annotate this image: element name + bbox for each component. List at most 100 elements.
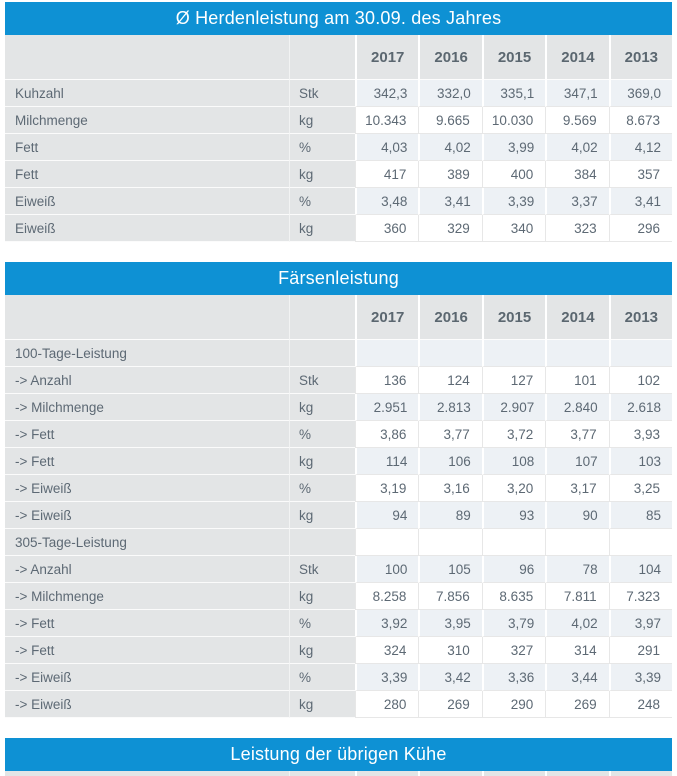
cell-value: 104 [608,556,673,583]
year-column-header: 2013 [608,771,673,776]
row-label: -> Eiweiß [5,691,289,718]
cell-value: 7.323 [608,583,673,610]
cell-value: 389 [418,161,482,188]
cell-value: 4,12 [608,134,673,161]
row-label: -> Fett [5,421,289,448]
cell-value: 3,39 [608,664,673,691]
row-label: 305-Tage-Leistung [5,529,289,556]
cell-value: 332,0 [418,80,482,107]
cell-value: 8.258 [355,583,419,610]
cell-value: 102 [608,367,673,394]
cell-value: 324 [355,637,419,664]
cell-value: 100 [355,556,419,583]
year-column-header: 2013 [608,295,673,340]
cell-value [481,529,546,556]
cell-value: 3,17 [545,475,609,502]
row-label: Kuhzahl [5,80,289,107]
table-row: Fett% 4,03 4,02 3,99 4,02 4,12 [5,134,673,161]
cell-value: 105 [418,556,482,583]
row-label: -> Fett [5,610,289,637]
years-row-label-spacer [5,35,289,80]
row-unit [289,340,355,367]
cell-value: 2.813 [418,394,482,421]
row-label: -> Anzahl [5,367,289,394]
cell-value: 93 [481,502,546,529]
cell-value: 8.673 [608,107,673,134]
cell-value: 127 [481,367,546,394]
table-row: -> Anzahl Stk 136 124 127 101 102 [5,367,673,394]
cell-value: 106 [418,448,482,475]
year-column-header: 2017 [355,771,419,776]
row-unit: % [289,421,355,448]
cell-value: 291 [608,637,673,664]
cell-value: 78 [545,556,609,583]
cell-value: 90 [545,502,609,529]
table-row: -> Fett kg 324 310 327 314 291 [5,637,673,664]
cell-value: 4,03 [355,134,419,161]
cell-value: 369,0 [608,80,673,107]
cell-value: 3,20 [481,475,546,502]
table-row: -> Fett kg 114 106 108 107 103 [5,448,673,475]
table-row: Eiweiß kg 360 329 340 323 296 [5,215,673,242]
year-column-header: 2014 [545,295,609,340]
row-unit: kg [289,583,355,610]
cell-value: 314 [545,637,609,664]
table-rows: 100-Tage-Leistung -> Anzahl Stk 136 124 127 10… [5,340,673,718]
row-unit: Stk [289,367,355,394]
table-row: -> Fett% 3,86 3,77 3,72 3,77 3,93 [5,421,673,448]
cell-value: 3,41 [608,188,673,215]
table-faersenleistung: Färsenleistung 2017 2016 2015 2014 2013 100-… [5,262,673,718]
cell-value: 2.951 [355,394,419,421]
cell-value: 108 [481,448,546,475]
cell-value: 310 [418,637,482,664]
cell-value: 3,95 [418,610,482,637]
table-row: -> Eiweiß% 3,19 3,16 3,20 3,17 3,25 [5,475,673,502]
cell-value: 103 [608,448,673,475]
years-row-label-spacer [5,295,289,340]
row-unit: % [289,475,355,502]
year-column-header: 2015 [481,295,546,340]
cell-value: 269 [418,691,482,718]
row-unit: kg [289,691,355,718]
row-label: -> Fett [5,637,289,664]
cell-value: 280 [355,691,419,718]
years-row-unit-spacer [289,295,355,340]
table-title-bar: Ø Herdenleistung am 30.09. des Jahres [5,2,672,35]
cell-value: 3,86 [355,421,419,448]
cell-value: 384 [545,161,609,188]
cell-value: 3,19 [355,475,419,502]
years-row-label-spacer [5,771,289,776]
cell-value: 323 [545,215,609,242]
cell-value: 3,39 [481,188,546,215]
cell-value: 3,39 [355,664,419,691]
cell-value: 2.840 [545,394,609,421]
cell-value: 8.635 [481,583,546,610]
row-unit: % [289,610,355,637]
cell-value: 342,3 [355,80,419,107]
cell-value: 296 [608,215,673,242]
cell-value: 335,1 [481,80,546,107]
row-unit: Stk [289,80,355,107]
table-title: Färsenleistung [278,268,399,288]
row-label: 100-Tage-Leistung [5,340,289,367]
years-row-unit-spacer [289,35,355,80]
cell-value: 3,37 [545,188,609,215]
row-label: -> Fett [5,448,289,475]
cell-value: 7.856 [418,583,482,610]
cell-value: 4,02 [545,610,609,637]
cell-value: 136 [355,367,419,394]
cell-value: 360 [355,215,419,242]
cell-value: 9.665 [418,107,482,134]
table-title-bar: Färsenleistung [5,262,672,295]
table-title-bar: Leistung der übrigen Kühe [5,738,672,771]
cell-value: 114 [355,448,419,475]
row-label: -> Eiweiß [5,664,289,691]
table-row: -> Milchmenge kg 2.951 2.813 2.907 2.840 2.618 [5,394,673,421]
cell-value: 3,77 [418,421,482,448]
cell-value: 3,44 [545,664,609,691]
row-label: Milchmenge [5,107,289,134]
row-label: Fett [5,161,289,188]
cell-value: 357 [608,161,673,188]
row-unit: Stk [289,556,355,583]
cell-value: 9.569 [545,107,609,134]
